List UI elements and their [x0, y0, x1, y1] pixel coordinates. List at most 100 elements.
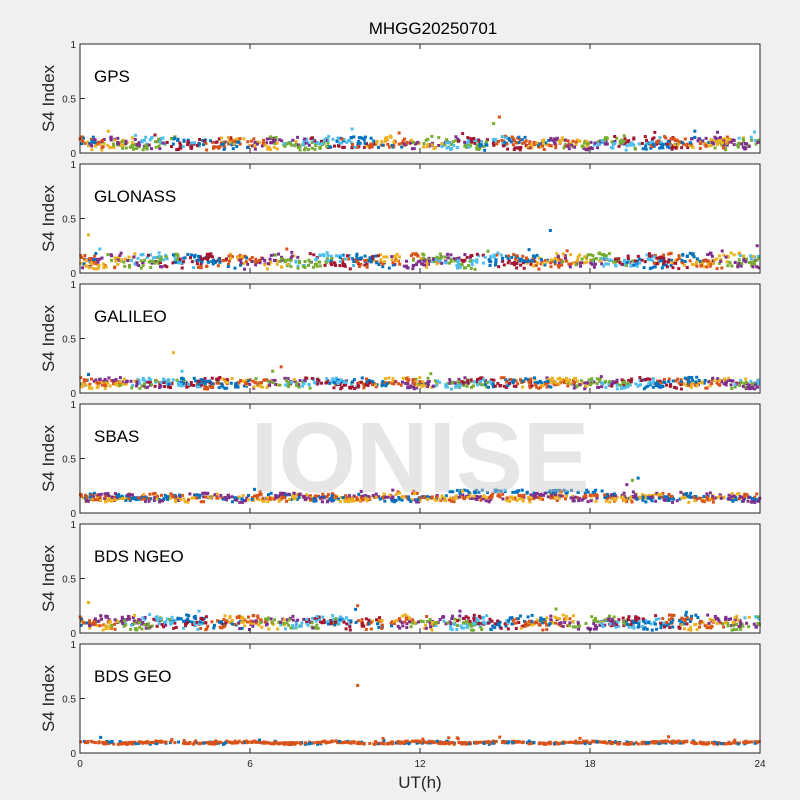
- data-point: [578, 383, 582, 387]
- data-point: [428, 621, 432, 625]
- data-point: [611, 146, 615, 150]
- data-point: [622, 620, 626, 624]
- data-point: [117, 142, 121, 146]
- data-point: [509, 378, 513, 382]
- data-point: [96, 385, 100, 389]
- data-point: [566, 624, 570, 628]
- data-point: [709, 138, 713, 142]
- data-point: [667, 377, 671, 381]
- data-point: [237, 140, 241, 144]
- data-point: [744, 257, 748, 261]
- data-point: [456, 137, 460, 141]
- data-point: [683, 492, 687, 496]
- data-point: [625, 385, 629, 389]
- data-point: [362, 386, 366, 390]
- notable-point: [548, 228, 552, 232]
- data-point: [585, 144, 589, 148]
- data-point: [693, 383, 697, 387]
- data-point: [741, 137, 745, 141]
- data-point: [669, 251, 673, 255]
- data-point: [694, 613, 698, 617]
- data-point: [208, 139, 212, 143]
- data-point: [575, 138, 579, 142]
- data-point: [587, 378, 591, 382]
- data-point: [171, 494, 175, 498]
- data-point: [113, 266, 117, 270]
- data-point: [575, 496, 579, 500]
- data-point: [740, 142, 744, 146]
- data-point: [669, 613, 673, 617]
- data-point: [119, 380, 123, 384]
- data-point: [118, 740, 122, 744]
- data-point: [682, 622, 686, 626]
- data-point: [574, 140, 578, 144]
- data-point: [99, 735, 103, 739]
- data-point: [82, 378, 86, 382]
- data-point: [251, 144, 255, 148]
- data-point: [411, 739, 415, 743]
- data-point: [306, 623, 310, 627]
- data-point: [627, 139, 631, 143]
- data-point: [106, 624, 110, 628]
- data-point: [233, 382, 237, 386]
- data-point: [353, 499, 357, 503]
- data-point: [322, 254, 326, 258]
- data-point: [422, 495, 426, 499]
- data-point: [352, 259, 356, 263]
- data-point: [88, 624, 92, 628]
- data-point: [103, 377, 107, 381]
- data-point: [528, 619, 532, 623]
- data-point: [404, 381, 408, 385]
- data-point: [604, 254, 608, 258]
- data-point: [172, 137, 176, 141]
- data-point: [297, 496, 301, 500]
- data-point: [519, 614, 522, 618]
- data-point: [438, 497, 442, 501]
- data-point: [526, 145, 530, 149]
- data-point: [274, 382, 278, 386]
- data-point: [490, 619, 494, 623]
- data-point: [510, 616, 514, 620]
- data-point: [103, 386, 107, 390]
- data-point: [137, 620, 141, 624]
- data-point: [170, 737, 174, 741]
- data-point: [721, 146, 725, 150]
- data-point: [253, 147, 257, 151]
- data-point: [128, 499, 132, 503]
- data-point: [698, 146, 702, 150]
- data-point: [238, 500, 242, 504]
- data-point: [757, 254, 761, 258]
- data-point: [153, 133, 157, 137]
- data-point: [510, 622, 514, 626]
- data-point: [157, 261, 161, 265]
- data-point: [633, 496, 637, 500]
- data-point: [475, 495, 479, 499]
- data-point: [107, 618, 111, 622]
- data-point: [157, 621, 161, 625]
- data-point: [688, 625, 692, 629]
- data-point: [660, 266, 664, 270]
- data-point: [574, 625, 578, 629]
- data-point: [157, 144, 161, 148]
- data-point: [619, 141, 623, 145]
- data-point: [602, 140, 606, 144]
- data-point: [711, 497, 715, 501]
- data-point: [331, 492, 335, 496]
- data-point: [92, 379, 96, 383]
- data-point: [537, 145, 541, 149]
- data-point: [596, 620, 600, 624]
- data-point: [99, 614, 103, 618]
- data-point: [550, 493, 554, 497]
- data-point: [318, 495, 322, 499]
- data-point: [430, 621, 434, 625]
- data-point: [322, 618, 326, 622]
- data-point: [744, 377, 748, 381]
- data-point: [710, 141, 714, 145]
- data-points: [79, 683, 761, 746]
- data-point: [264, 623, 268, 627]
- data-point: [112, 382, 116, 386]
- data-point: [752, 130, 756, 134]
- data-point: [222, 618, 226, 622]
- data-point: [689, 617, 693, 621]
